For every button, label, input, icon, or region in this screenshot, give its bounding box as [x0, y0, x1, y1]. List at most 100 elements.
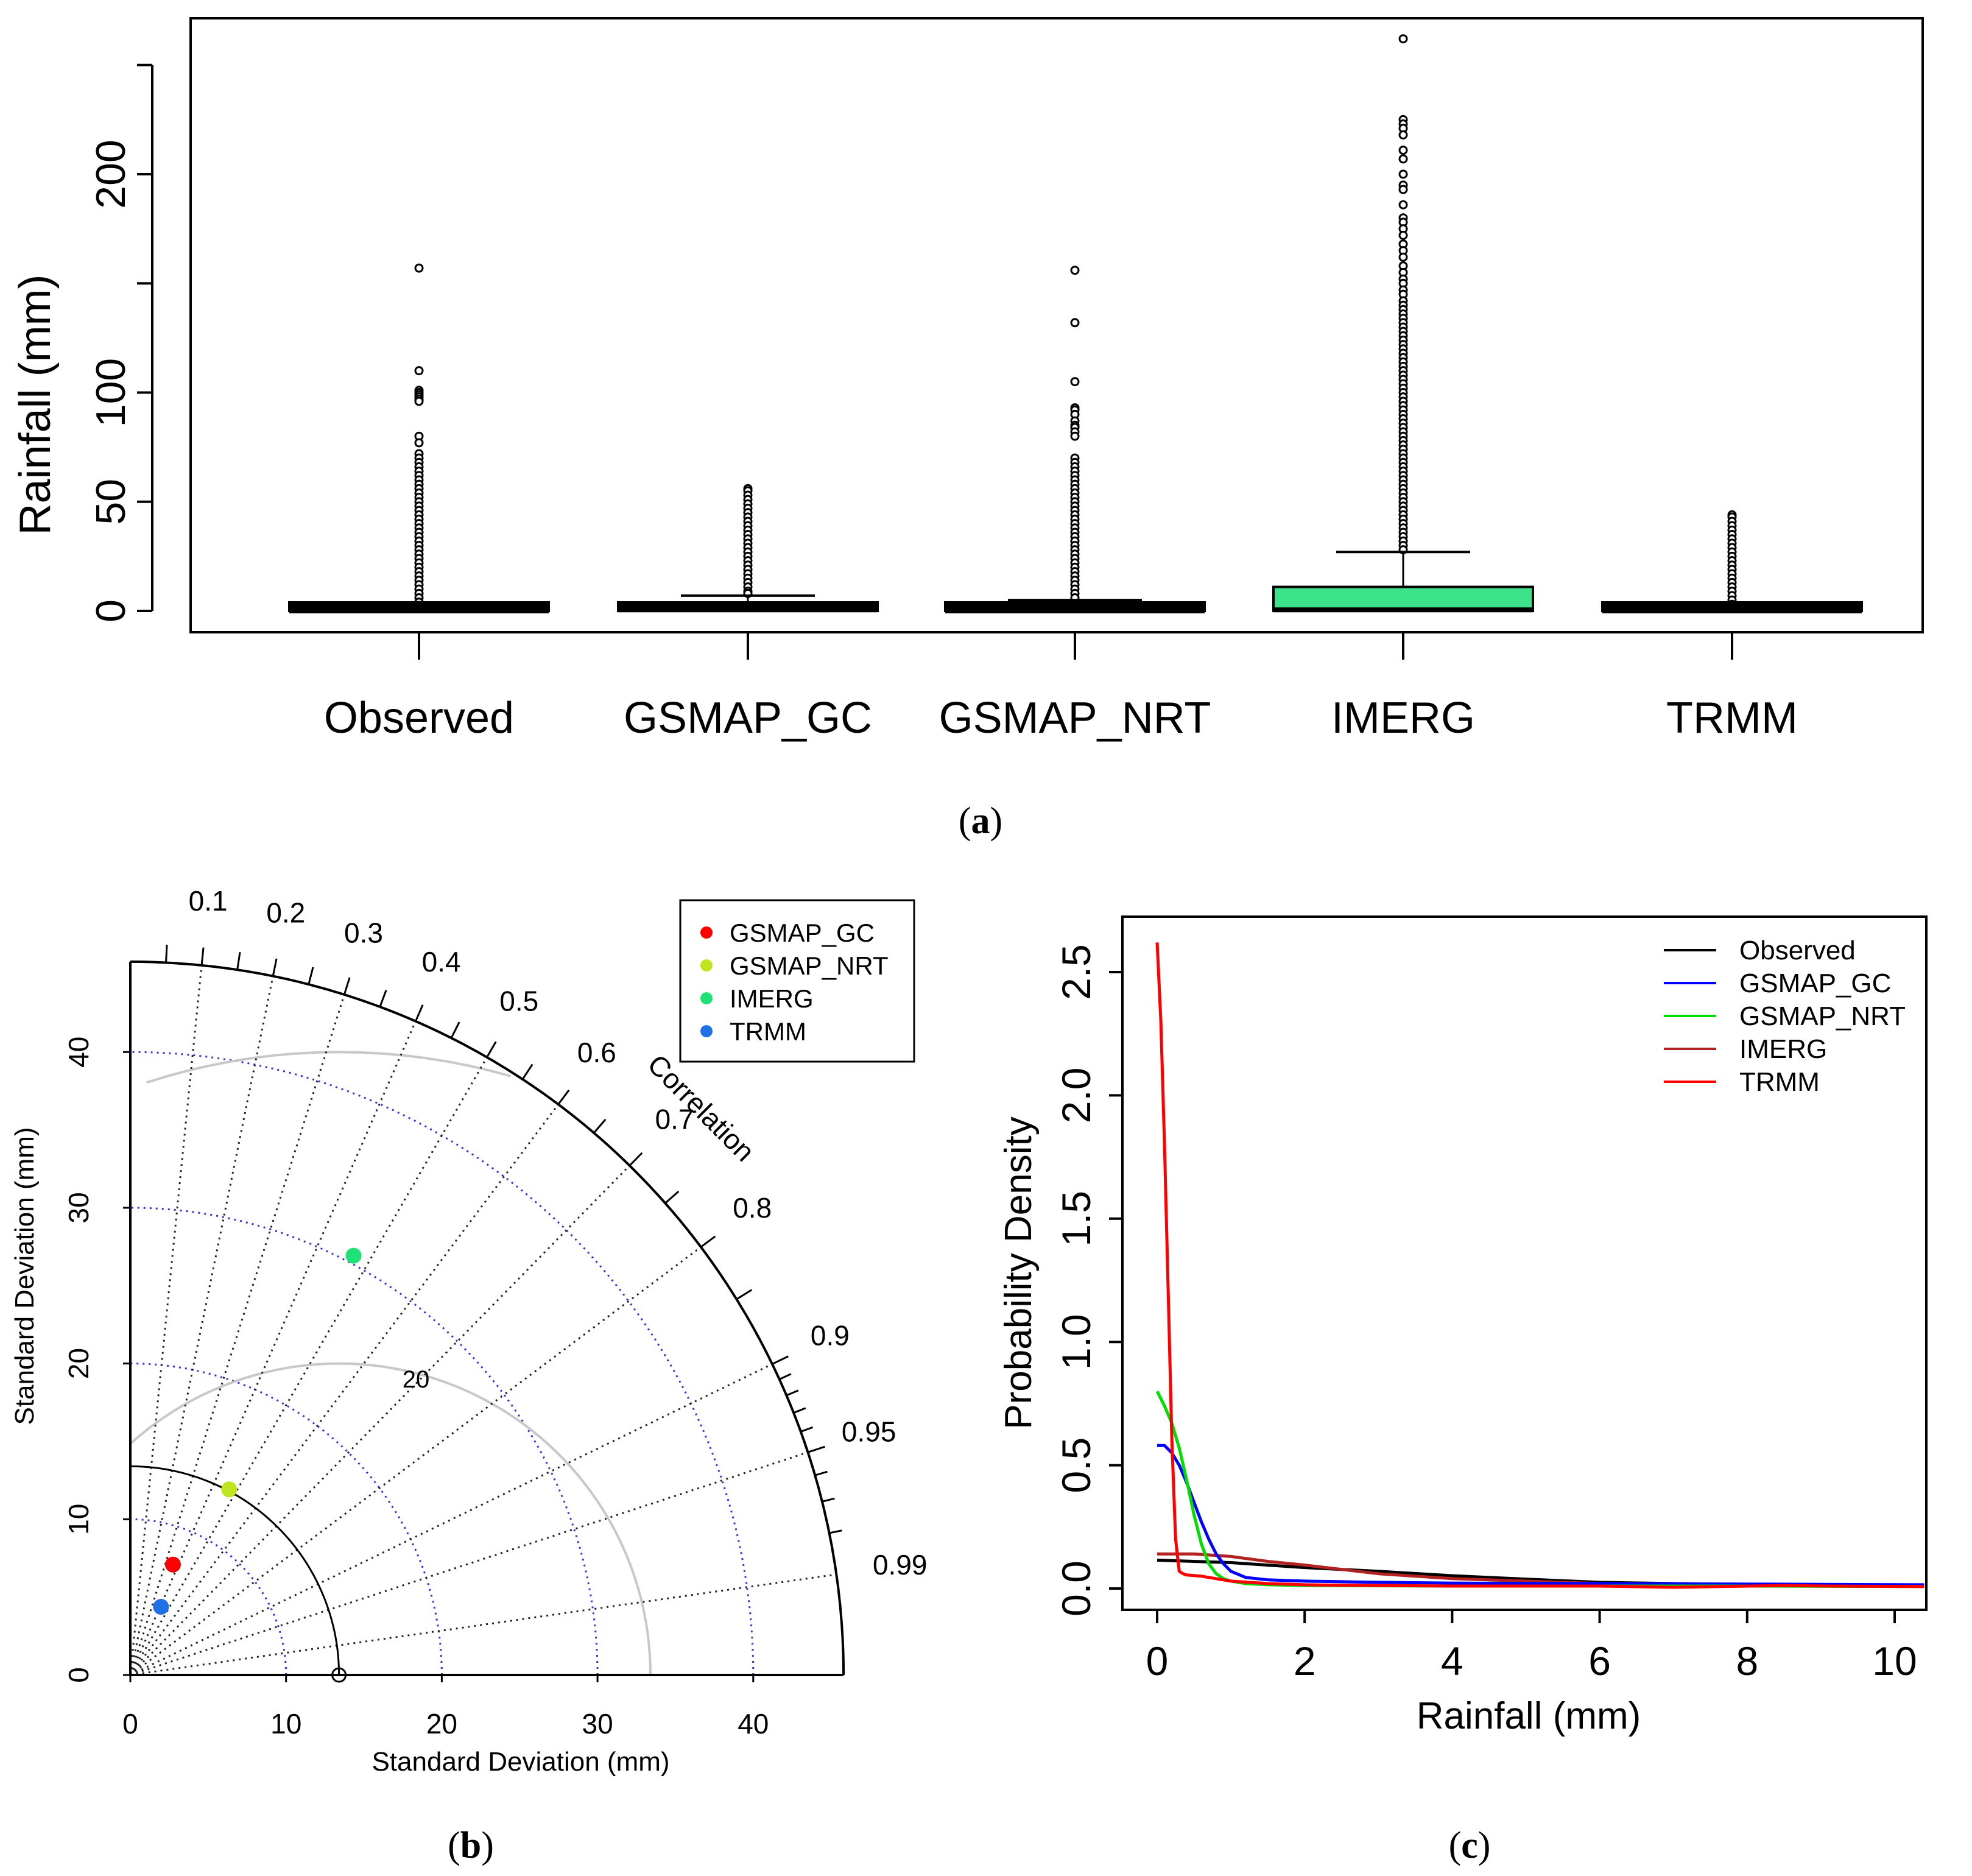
outlier-point — [1070, 377, 1080, 387]
legend-label: GSMAP_NRT — [730, 951, 889, 980]
x-tick-label: 0 — [1146, 1638, 1169, 1684]
corr-tick — [808, 1445, 825, 1453]
caption-b: (b) — [448, 1825, 494, 1866]
y-tick-label: 100 — [88, 358, 134, 427]
sd-ring — [130, 1518, 287, 1676]
x-tick-label: 30 — [582, 1708, 613, 1740]
outlier-point — [1398, 130, 1408, 139]
y-tick-label: 0.5 — [1054, 1437, 1099, 1493]
outer-arc — [130, 960, 845, 1676]
x-tick-label: 40 — [738, 1708, 769, 1740]
box-gsmap_gc: GSMAP_GC — [617, 484, 879, 742]
y-tick-label: 0 — [88, 599, 134, 622]
legend-label: TRMM — [730, 1017, 806, 1046]
outlier-point — [414, 263, 424, 273]
corr-tick — [272, 958, 278, 976]
sd-ring — [130, 1207, 599, 1676]
x-tick-label: 4 — [1441, 1638, 1463, 1684]
sd-ring — [130, 1363, 443, 1676]
outlier-point — [1398, 154, 1408, 164]
y-axis-title: Probability Density — [998, 1116, 1040, 1429]
corr-label: 0.8 — [733, 1192, 772, 1224]
corr-tick — [829, 1529, 842, 1534]
outlier-point — [1398, 230, 1408, 240]
x-tick-label: GSMAP_GC — [624, 694, 872, 742]
outlier-point — [414, 366, 424, 376]
corr-tick — [308, 967, 314, 985]
y-tick-label: 200 — [88, 139, 134, 208]
series-line-gsmap_gc — [1157, 1444, 1924, 1587]
y-tick-label: 2.5 — [1054, 944, 1099, 1000]
box-trmm: TRMM — [1601, 510, 1863, 742]
x-tick-label: 8 — [1736, 1638, 1758, 1684]
y-tick-label: 0.0 — [1054, 1560, 1099, 1617]
rms-ring — [146, 1051, 512, 1084]
point-gsmap_gc — [164, 1556, 181, 1573]
x-tick-label: Observed — [324, 694, 514, 742]
point-gsmap_nrt — [221, 1481, 238, 1498]
corr-tick — [486, 1041, 497, 1058]
y-tick-label: 0 — [63, 1667, 94, 1683]
corr-tick — [736, 1289, 753, 1300]
outlier-point — [1398, 185, 1408, 194]
outlier-point — [1398, 34, 1408, 44]
correlation-line — [129, 1104, 559, 1676]
corr-label: 0.99 — [873, 1549, 928, 1581]
x-axis-title: Standard Deviation (mm) — [372, 1747, 669, 1777]
outlier-point — [1398, 200, 1408, 210]
corr-label: 0.1 — [189, 885, 228, 917]
outlier-point — [414, 397, 424, 406]
corr-label: 0.2 — [266, 897, 305, 928]
legend-label: TRMM — [1739, 1067, 1820, 1097]
caption-a: (a) — [959, 800, 1002, 842]
legend-marker — [700, 959, 713, 972]
corr-tick — [629, 1152, 643, 1166]
sd-ring — [130, 1051, 755, 1676]
corr-tick — [165, 945, 168, 963]
outlier-point — [1070, 318, 1080, 328]
corr-tick — [814, 1470, 828, 1476]
rms-label: 20 — [403, 1366, 430, 1393]
outlier-point — [1398, 252, 1408, 262]
corr-label: 0.3 — [344, 917, 383, 948]
series-line-gsmap_nrt — [1155, 1391, 1924, 1589]
corr-label: 0.95 — [842, 1416, 896, 1447]
outlier-point — [414, 438, 424, 448]
box-gsmap_nrt: GSMAP_NRT — [939, 266, 1211, 742]
corr-tick — [343, 977, 351, 995]
legend-label: GSMAP_NRT — [1739, 1001, 1906, 1031]
corr-tick — [800, 1426, 814, 1433]
box-body — [1272, 585, 1534, 613]
y-tick-label: 1.5 — [1054, 1191, 1099, 1247]
y-tick-label: 30 — [63, 1192, 94, 1223]
outlier-point — [1398, 146, 1408, 155]
legend-marker — [700, 1025, 713, 1037]
x-tick-label: 2 — [1294, 1638, 1316, 1684]
point-imerg — [345, 1247, 362, 1264]
correlation-line — [130, 1246, 702, 1676]
corr-tick — [664, 1190, 680, 1204]
legend-box — [679, 899, 915, 1063]
y-tick-label: 1.0 — [1054, 1314, 1099, 1370]
series-line-trmm — [1155, 942, 1924, 1589]
x-tick-label: IMERG — [1331, 694, 1475, 742]
corr-label: 0.5 — [499, 986, 538, 1017]
y-tick-label: 40 — [63, 1037, 94, 1068]
panel-b-taylor-diagram: GSMAP_GC GSMAP_NRT IMERG TRMM 20 0.1 0.2 0.3 0.4… — [10, 885, 928, 1777]
x-tick-label: 6 — [1588, 1638, 1611, 1684]
y-tick-label: 20 — [63, 1348, 94, 1379]
corr-tick — [379, 990, 387, 1007]
corr-label: 0.7 — [655, 1103, 694, 1135]
corr-label: 0.9 — [811, 1320, 850, 1352]
corr-tick — [415, 1004, 424, 1022]
corr-tick — [700, 1235, 716, 1248]
box-imerg: IMERG — [1272, 34, 1534, 742]
corr-tick — [793, 1407, 806, 1414]
legend-label: GSMAP_GC — [730, 919, 875, 947]
corr-tick — [236, 951, 241, 970]
corr-label: 0.6 — [577, 1037, 616, 1068]
y-tick-label: 2.0 — [1054, 1068, 1099, 1124]
point-trmm — [153, 1599, 169, 1615]
corr-tick — [593, 1118, 607, 1134]
